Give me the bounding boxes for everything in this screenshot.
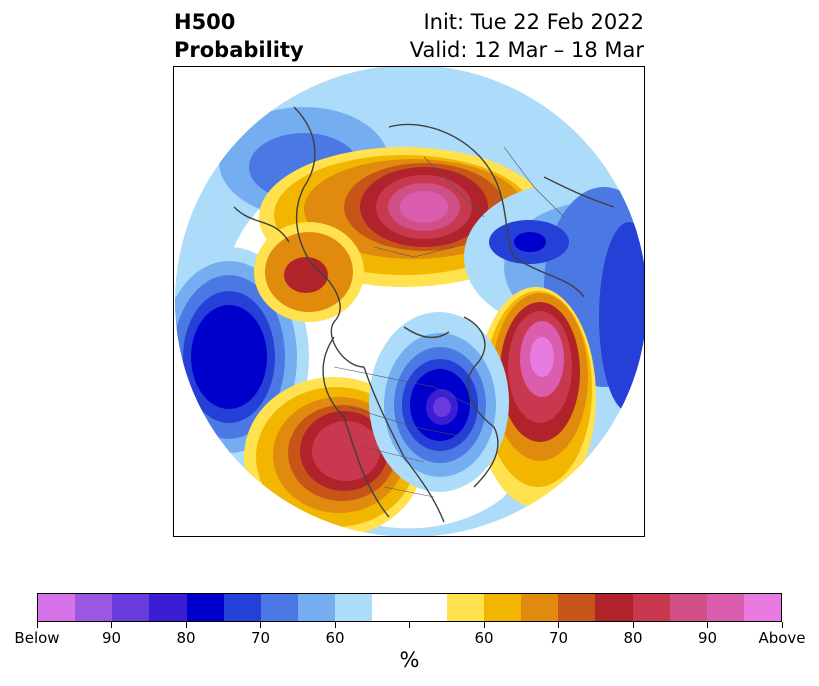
colorbar-swatch	[335, 594, 373, 621]
borders	[333, 146, 565, 498]
colorbar-tick-label: 70	[548, 629, 569, 647]
colorbar-tick	[483, 622, 485, 628]
colorbar-swatch	[483, 594, 522, 621]
colorbar-tick-label: 90	[697, 629, 718, 647]
colorbar-tick	[111, 622, 112, 628]
colorbar-tick	[260, 622, 261, 628]
colorbar-swatch	[223, 594, 261, 621]
anomaly-japan-above	[254, 222, 364, 322]
colorbar-swatch	[260, 594, 299, 621]
colorbar-tick	[185, 622, 187, 628]
colorbar-tick-label: Below	[14, 629, 60, 647]
colorbar-swatch	[632, 594, 670, 621]
init-date: Init: Tue 22 Feb 2022	[423, 10, 644, 34]
colorbar-tick	[707, 622, 708, 628]
colorbar-swatch	[446, 594, 484, 621]
colorbar-swatch	[706, 594, 744, 621]
colorbar-swatch	[186, 594, 224, 621]
chart-title-left: H500 Probability	[174, 8, 304, 64]
colorbar-tick	[632, 622, 634, 628]
colorbar-swatch	[112, 594, 150, 621]
colorbar-swatch	[558, 594, 596, 621]
colorbar-tick-label: 70	[250, 629, 271, 647]
colorbar-tick-label: 80	[176, 629, 196, 647]
colorbar-tick-label: 80	[623, 629, 643, 647]
valid-range: Valid: 12 Mar – 18 Mar	[409, 38, 644, 62]
pole-hole	[398, 289, 422, 313]
title-variable: H500	[174, 10, 236, 34]
colorbar-swatch	[595, 594, 633, 621]
colorbar-tick-label: 60	[474, 629, 494, 647]
colorbar-tick-label: 90	[101, 629, 122, 647]
anomaly-canada-below	[369, 312, 509, 492]
colorbar-swatch	[669, 594, 707, 621]
chart-title-right: Init: Tue 22 Feb 2022 Valid: 12 Mar – 18…	[410, 8, 644, 64]
colorbar-ticks: Below 90 80 70 60 60 70 80 90 Above	[14, 622, 806, 652]
colorbar-tick	[781, 622, 783, 628]
colorbar-swatch	[521, 594, 559, 621]
colorbar-tick	[36, 622, 38, 628]
colorbar-swatch	[409, 594, 447, 621]
polar-map-svg	[175, 67, 644, 536]
colorbar-swatch	[75, 594, 113, 621]
colorbar-tick	[409, 622, 410, 628]
colorbar-tick	[334, 622, 336, 628]
colorbar-tick-label: 60	[325, 629, 345, 647]
title-product: Probability	[174, 38, 304, 62]
colorbar-tick-label: Above	[758, 629, 806, 647]
colorbar-swatch	[38, 594, 76, 621]
colorbar-swatch	[149, 594, 187, 621]
colorbar	[37, 593, 782, 622]
probability-map	[173, 66, 645, 537]
colorbar-swatch	[372, 594, 410, 621]
anomaly-atlantic-above	[476, 287, 596, 507]
colorbar-tick	[558, 622, 559, 628]
coastlines	[233, 106, 615, 523]
colorbar-swatch	[298, 594, 336, 621]
colorbar-swatch	[743, 594, 782, 621]
colorbar-unit: %	[399, 648, 420, 672]
